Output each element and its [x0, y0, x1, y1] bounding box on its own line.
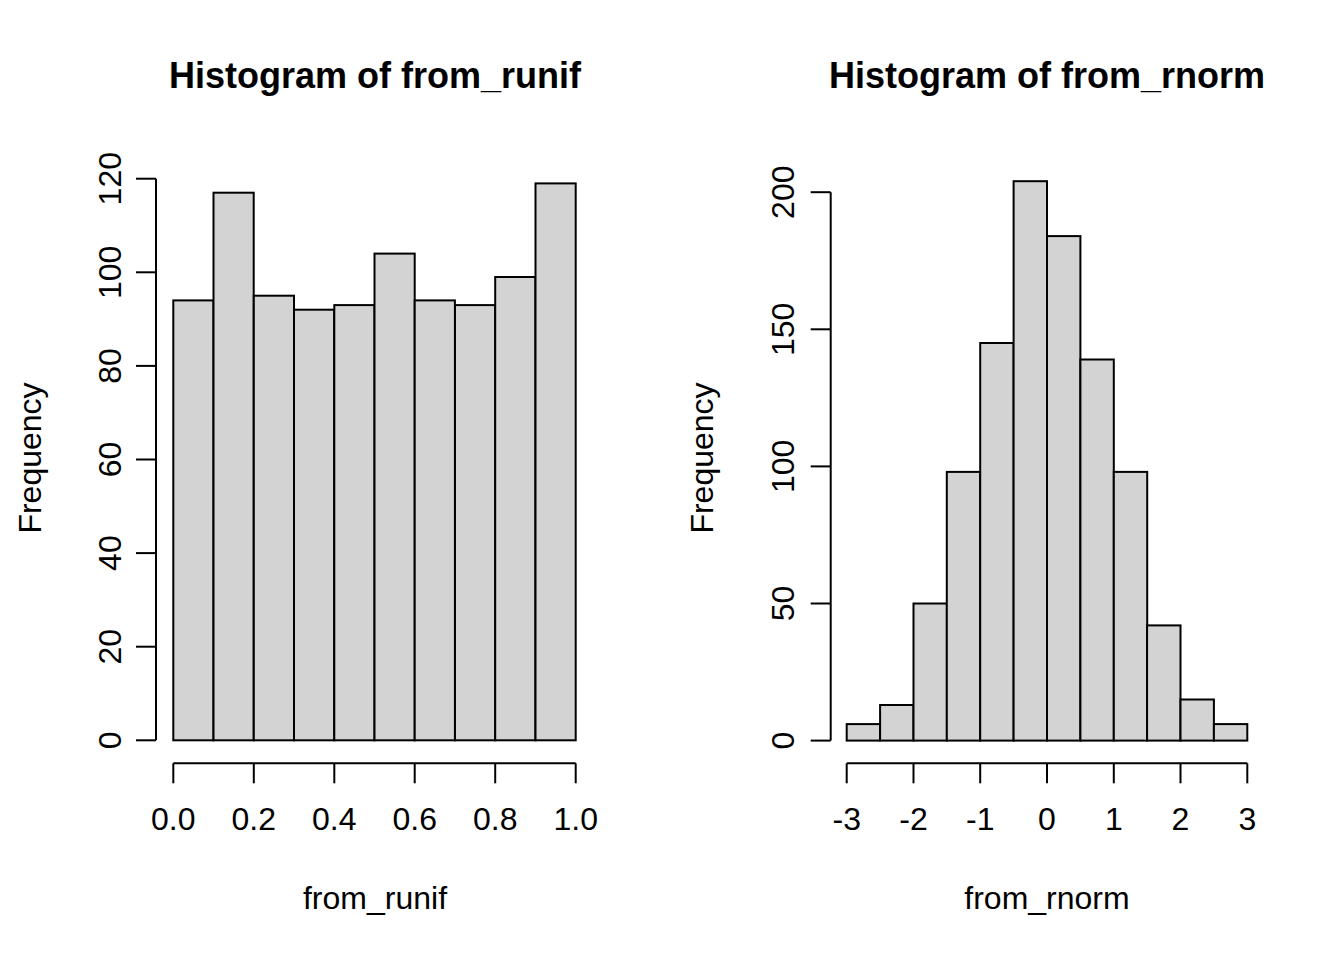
x-tick-label: 0.0	[151, 801, 195, 837]
y-tick-label: 150	[765, 303, 801, 356]
x-axis-label: from_rnorm	[827, 880, 1267, 917]
x-tick-label: 0	[1038, 801, 1056, 837]
y-tick-label: 0	[92, 731, 128, 749]
y-tick-label: 40	[92, 535, 128, 571]
histogram-rnorm-plot: 0 50 100 150 200 -3 -2 -1 0 1 2 3	[672, 0, 1344, 960]
histogram-bar	[1147, 625, 1180, 740]
histogram-bar	[173, 300, 213, 740]
x-tick-label: -3	[832, 801, 860, 837]
histogram-runif-figure: 0 20 40 60 80 100 120 0.0 0.2 0.4 0.6 0.8 1.0 Histog…	[0, 0, 672, 960]
histogram-bar	[947, 472, 980, 741]
histogram-bar	[254, 296, 294, 741]
x-tick-label: -2	[899, 801, 927, 837]
x-tick-label: 1.0	[553, 801, 597, 837]
histogram-bar	[1114, 472, 1147, 741]
histogram-bar	[1014, 181, 1047, 740]
histogram-bar	[334, 305, 374, 740]
x-axis-label: from_runif	[155, 880, 595, 917]
x-tick-label: 0.8	[473, 801, 517, 837]
y-tick-label: 100	[765, 440, 801, 493]
y-tick-label: 0	[765, 732, 801, 750]
histogram-bar	[455, 305, 495, 740]
y-tick-label: 50	[765, 586, 801, 622]
x-tick-label: 2	[1172, 801, 1190, 837]
y-tick-label: 80	[92, 348, 128, 384]
histogram-bar	[375, 254, 415, 741]
x-tick-label: -1	[966, 801, 994, 837]
histogram-bar	[1214, 724, 1247, 741]
y-tick-label: 60	[92, 442, 128, 478]
y-tick-label: 20	[92, 629, 128, 665]
x-tick-label: 0.4	[312, 801, 356, 837]
histogram-bar	[1047, 236, 1080, 740]
histogram-bar	[847, 724, 880, 741]
histogram-bar	[214, 193, 254, 741]
x-tick-label: 0.2	[232, 801, 276, 837]
histogram-bar	[980, 343, 1013, 741]
histogram-bar	[415, 300, 455, 740]
y-axis-label: Frequency	[12, 382, 49, 533]
x-tick-label: 3	[1238, 801, 1256, 837]
chart-title: Histogram of from_rnorm	[827, 55, 1267, 97]
histogram-bar	[880, 705, 913, 741]
x-tick-label: 0.6	[392, 801, 436, 837]
y-axis-label: Frequency	[684, 382, 721, 533]
histogram-bar	[536, 183, 576, 740]
y-tick-label: 200	[765, 166, 801, 219]
y-tick-label: 120	[92, 152, 128, 205]
histogram-rnorm-figure: 0 50 100 150 200 -3 -2 -1 0 1 2 3 Histogram of from…	[672, 0, 1344, 960]
histogram-bar	[1080, 360, 1113, 741]
x-tick-label: 1	[1105, 801, 1123, 837]
y-tick-label: 100	[92, 246, 128, 299]
histogram-bar	[1181, 700, 1214, 741]
chart-title: Histogram of from_runif	[155, 55, 595, 97]
histogram-bar	[495, 277, 535, 740]
histogram-runif-plot: 0 20 40 60 80 100 120 0.0 0.2 0.4 0.6 0.8 1.0	[0, 0, 672, 960]
histogram-bar	[914, 604, 947, 741]
histogram-bar	[294, 310, 334, 741]
